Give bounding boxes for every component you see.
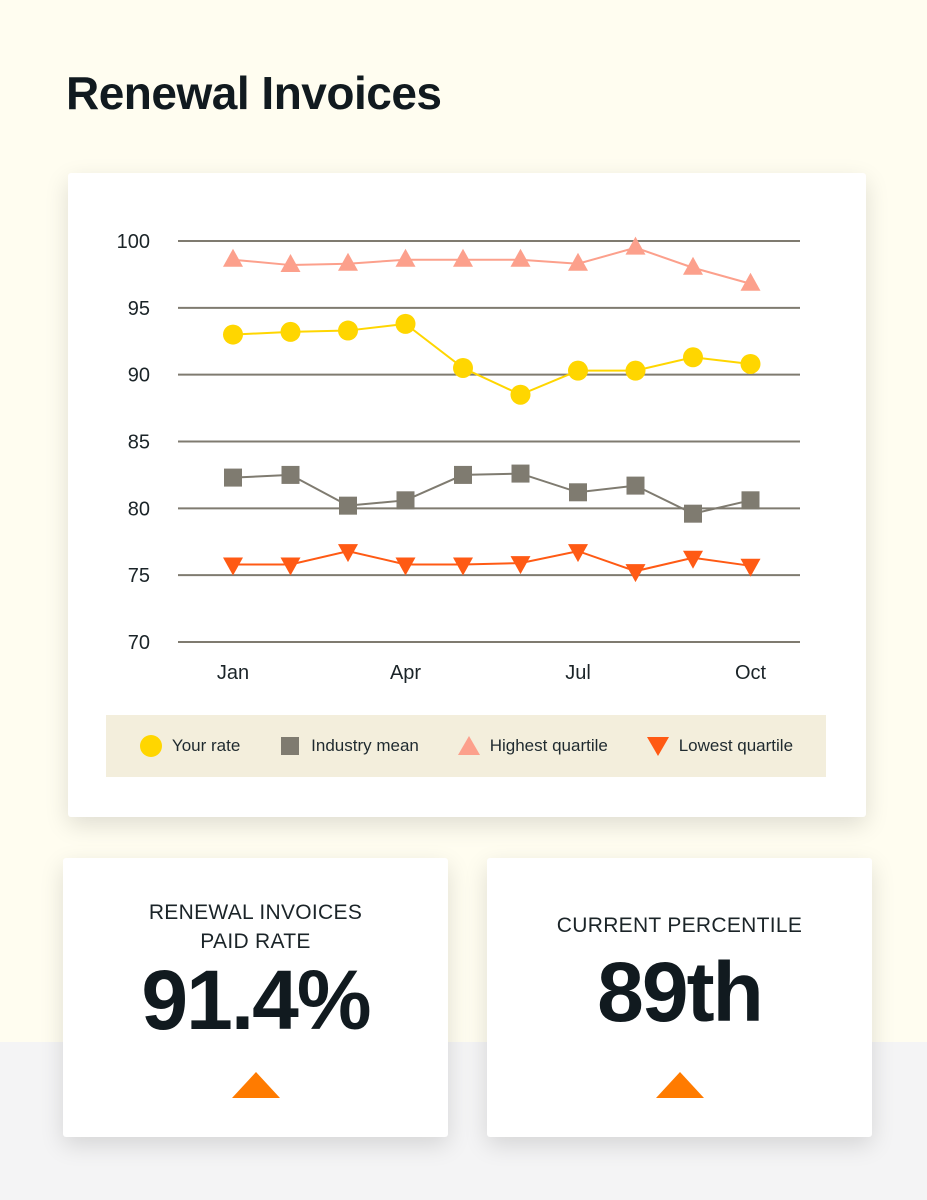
line-chart: 70 75 80 85 90 95 100 Jan Apr Jul Oct [117,231,800,684]
y-tick-label: 100 [117,231,150,253]
series-line-highest-quartile [232,246,751,285]
stat-label-line: PAID RATE [200,930,311,953]
data-point-highest-quartile [338,252,358,271]
data-point-industry-mean [396,491,415,510]
stat-label-line: RENEWAL INVOICES [148,901,363,924]
trend-up-icon [655,1072,704,1098]
stat-value: 89th [597,945,764,1039]
x-tick-label: Jan [217,662,249,684]
page-title: Renewal Invoices [66,67,442,119]
triangle-down-icon [646,737,669,756]
data-point-lowest-quartile [338,544,358,563]
circle-icon [139,735,162,757]
y-tick-label: 75 [128,565,150,587]
stat-value: 91.4% [141,953,371,1047]
x-tick-label: Apr [390,662,421,684]
data-point-industry-mean [281,465,300,484]
data-point-lowest-quartile [223,557,243,576]
data-point-your-rate [223,324,243,345]
x-tick-label: Jul [565,662,591,684]
data-point-your-rate [338,320,358,341]
data-point-industry-mean [454,465,472,484]
legend-label: Lowest quartile [678,736,794,755]
data-point-industry-mean [569,483,587,502]
data-point-industry-mean [626,476,645,495]
data-point-highest-quartile [683,256,703,275]
data-point-lowest-quartile [625,564,646,583]
triangle-up-icon [457,736,480,755]
legend-item-lowest-quartile: Lowest quartile [646,734,793,758]
data-point-lowest-quartile [683,550,703,569]
stat-card-paid-rate: RENEWAL INVOICES PAID RATE 91.4% [63,858,448,1137]
y-tick-label: 85 [128,432,150,454]
data-point-lowest-quartile [510,556,531,575]
data-point-industry-mean [339,496,357,515]
data-point-highest-quartile [510,248,531,267]
data-point-highest-quartile [223,248,243,267]
data-point-your-rate [625,360,646,381]
data-point-your-rate [395,313,416,334]
legend-label: Highest quartile [489,736,608,755]
legend-item-highest-quartile: Highest quartile [457,734,608,758]
legend-label: Your rate [171,736,241,755]
stat-label: CURRENT PERCENTILE [556,914,803,937]
data-point-highest-quartile [453,248,473,267]
data-point-lowest-quartile [395,557,416,576]
trend-up-icon [231,1072,280,1098]
data-point-your-rate [683,347,703,368]
y-tick-label: 90 [128,365,150,387]
legend-label: Industry mean [311,736,419,755]
y-tick-label: 80 [128,498,150,520]
data-point-lowest-quartile [568,544,588,563]
square-icon [281,737,300,755]
data-point-highest-quartile [395,248,416,267]
legend-item-industry-mean: Industry mean [278,734,419,758]
data-point-highest-quartile [568,252,588,271]
data-point-lowest-quartile [740,558,761,577]
data-point-your-rate [453,357,473,378]
data-point-your-rate [280,321,301,342]
data-point-industry-mean [511,464,530,483]
data-point-your-rate [568,360,588,381]
y-tick-label: 95 [128,298,150,320]
data-point-highest-quartile [740,272,761,291]
series-line-your-rate [232,322,751,396]
x-tick-label: Oct [735,662,767,684]
legend-item-your-rate: Your rate [139,734,240,758]
chart-card: 70 75 80 85 90 95 100 Jan Apr Jul Oct Your rate Ind… [68,173,866,817]
stat-label: RENEWAL INVOICES PAID RATE [63,898,448,956]
data-point-highest-quartile [280,254,301,273]
series-line-industry-mean [232,472,751,515]
stat-card-percentile: CURRENT PERCENTILE 89th [487,858,872,1137]
data-point-your-rate [740,353,761,374]
chart-legend: Your rate Industry mean Highest quartile Lo… [106,715,826,777]
data-point-highest-quartile [625,236,646,255]
data-point-your-rate [510,384,531,405]
data-point-industry-mean [684,504,702,523]
data-point-lowest-quartile [453,557,473,576]
data-point-lowest-quartile [280,557,301,576]
y-tick-label: 70 [128,632,150,654]
series-line-lowest-quartile [233,550,751,573]
data-point-industry-mean [224,468,242,487]
data-point-industry-mean [741,491,760,510]
